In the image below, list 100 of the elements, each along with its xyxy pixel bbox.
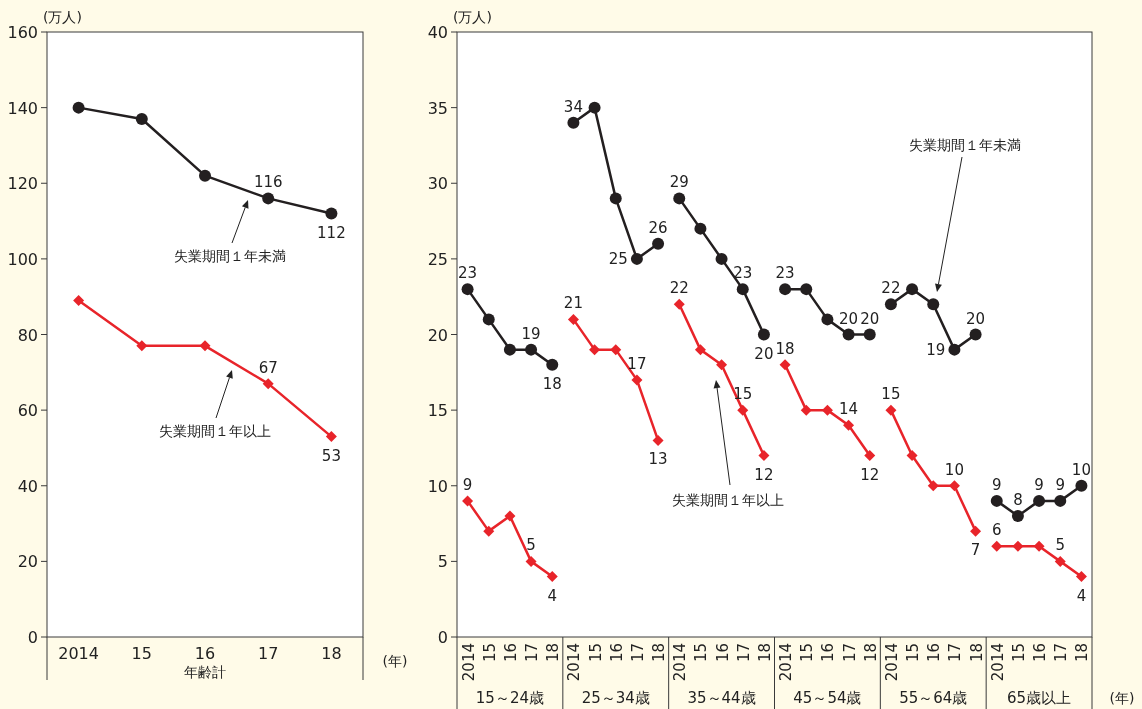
x-tick-label: 2014 (988, 643, 1007, 682)
point (262, 192, 275, 205)
point (715, 252, 728, 265)
x-tick-label: 2014 (882, 643, 901, 682)
point (503, 343, 516, 356)
data-label: 15 (733, 385, 753, 404)
x-tick-label: 17 (946, 643, 965, 663)
y-tick-label: 30 (427, 174, 448, 194)
point (136, 340, 148, 352)
point (863, 328, 876, 341)
point (1075, 571, 1087, 582)
y-tick-label: 160 (7, 23, 38, 42)
x-axis-title: 年齢計 (184, 664, 226, 680)
x-tick-label: 18 (755, 643, 774, 663)
data-label: 4 (1076, 586, 1087, 605)
point (483, 525, 495, 537)
x-tick-label: 18 (967, 643, 986, 663)
y-tick-label: 15 (427, 401, 448, 421)
point (589, 344, 601, 356)
y-tick-label: 40 (17, 476, 38, 496)
x-tick-label: 15 (798, 643, 817, 663)
annotation: 失業期間１年未満 (174, 248, 286, 264)
point (1033, 540, 1045, 552)
y-tick-label: 120 (7, 174, 38, 194)
point (821, 404, 833, 416)
point (135, 112, 148, 125)
data-label: 14 (839, 400, 859, 419)
text: (年) (382, 653, 408, 669)
data-label: 21 (563, 294, 583, 313)
y-tick-label: 100 (7, 249, 38, 269)
point (885, 404, 897, 416)
data-label: 116 (253, 173, 283, 192)
data-label: 13 (648, 450, 668, 469)
x-tick-label: 16 (925, 643, 944, 663)
text: (年) (1109, 690, 1135, 706)
point (737, 404, 749, 416)
point (546, 571, 558, 582)
data-label: 9 (1034, 475, 1044, 494)
x-tick-label: 17 (258, 644, 279, 663)
y-tick-label: 60 (17, 401, 38, 421)
point (652, 237, 665, 250)
data-label: 23 (733, 264, 753, 283)
data-label: 8 (1013, 491, 1023, 509)
x-tick-label: 17 (734, 643, 753, 663)
point (948, 343, 961, 356)
point (884, 298, 897, 311)
x-tick-label: 16 (819, 643, 838, 663)
data-label: 17 (627, 354, 647, 373)
x-tick-label: 2014 (777, 643, 796, 682)
x-tick-label: 2014 (671, 643, 690, 682)
x-tick-label: 16 (501, 643, 520, 663)
x-tick-label: 18 (861, 643, 880, 663)
x-tick-label: 2014 (58, 644, 99, 663)
y-tick-label: 80 (17, 325, 38, 345)
point (631, 374, 643, 386)
data-label: 5 (526, 536, 536, 555)
y-tick-label: 25 (427, 249, 448, 269)
x-tick-label: 2014 (459, 643, 478, 682)
point (610, 344, 622, 356)
data-label: 12 (860, 465, 880, 484)
x-tick-label: 17 (1052, 643, 1071, 663)
annotation: 失業期間１年以上 (159, 423, 271, 439)
x-tick-label: 17 (840, 643, 859, 663)
data-label: 67 (258, 358, 278, 377)
point (567, 116, 580, 129)
y-tick-label: 20 (17, 552, 38, 572)
x-tick-label: 16 (713, 643, 732, 663)
y-tick-label: 35 (427, 98, 448, 118)
x-tick-label: 18 (544, 643, 563, 663)
text: 25～34歳 (581, 689, 650, 707)
y-tick-label: 140 (7, 98, 38, 118)
point (927, 298, 940, 311)
data-label: 53 (321, 446, 341, 465)
data-label: 18 (775, 339, 795, 358)
data-label: 18 (542, 374, 562, 393)
point (482, 313, 495, 326)
point (325, 207, 338, 220)
x-tick-label: 15 (904, 643, 923, 663)
y-tick-label: 0 (437, 628, 448, 647)
x-tick-label: 15 (1009, 643, 1028, 663)
point (73, 294, 85, 306)
point (673, 298, 685, 310)
point (525, 343, 538, 356)
point (779, 283, 792, 296)
point (1054, 494, 1067, 507)
point (1033, 494, 1046, 507)
point (546, 358, 559, 371)
y-tick-label: 20 (427, 325, 448, 345)
data-label: 5 (1055, 536, 1066, 555)
x-tick-label: 16 (194, 644, 216, 663)
data-label: 12 (754, 465, 774, 484)
data-label: 20 (839, 309, 859, 328)
data-label: 10 (1071, 460, 1091, 479)
text: 65歳以上 (1007, 689, 1072, 707)
point (199, 340, 211, 352)
point (779, 359, 791, 371)
data-label: 25 (608, 249, 628, 268)
point (948, 480, 960, 492)
point (842, 328, 855, 341)
data-label: 34 (563, 97, 583, 116)
